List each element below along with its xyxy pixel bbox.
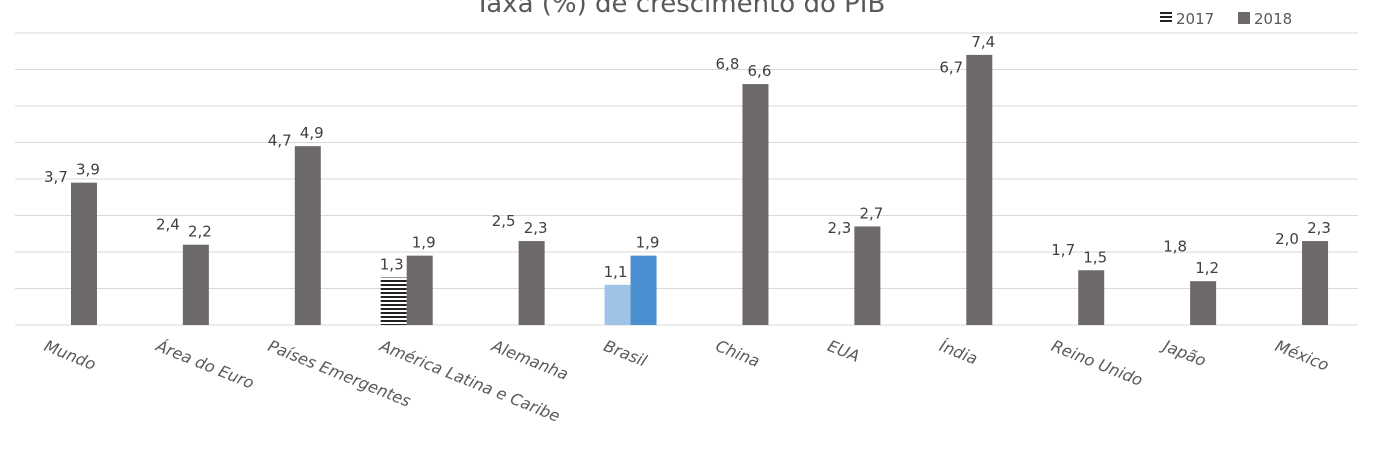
bar-2018 [1302, 241, 1329, 325]
bar-2018 [1190, 281, 1217, 325]
gridlines [15, 32, 1358, 326]
value-label-2017: 3,7 [44, 168, 68, 186]
legend-label-2017: 2017 [1176, 10, 1214, 28]
value-label-2017: 1,3 [380, 256, 404, 274]
chart-title: Taxa (%) de crescimento do PIB [474, 0, 886, 19]
bar-2018 [406, 255, 433, 325]
value-label-2017: 2,5 [492, 212, 516, 230]
value-label-2018: 2,7 [859, 204, 883, 222]
value-label-2017: 6,7 [939, 58, 963, 76]
bar-2017 [604, 284, 631, 325]
value-label-2017: 1,8 [1163, 237, 1187, 255]
value-label-2018: 1,9 [636, 234, 660, 252]
value-label-2017: 4,7 [268, 131, 292, 149]
value-label-2017: 6,8 [716, 55, 740, 73]
value-label-2018: 2,3 [1307, 219, 1331, 237]
bar-2018 [854, 226, 881, 325]
value-label-2018: 6,6 [748, 62, 772, 80]
bar-2018 [630, 255, 657, 325]
category-label: Área do Euro [152, 336, 257, 393]
bar-2018 [70, 182, 97, 325]
value-label-2018: 7,4 [971, 33, 995, 51]
value-label-2017: 2,3 [827, 219, 851, 237]
value-label-2017: 2,4 [156, 215, 180, 233]
value-label-2018: 1,2 [1195, 259, 1219, 277]
category-label: Brasil [601, 336, 650, 371]
category-label: Alemanha [488, 336, 571, 384]
legend: 2017 2018 [1160, 10, 1292, 28]
bar-2018 [1078, 270, 1105, 325]
category-label: América Latina e Caribe [376, 336, 563, 426]
legend-swatch-2018 [1238, 12, 1250, 24]
bar-2018 [294, 146, 321, 325]
category-label: Índia [937, 336, 981, 368]
value-label-2017: 2,0 [1275, 230, 1299, 248]
bar-2018 [966, 54, 993, 326]
category-label: Reino Unido [1049, 336, 1146, 390]
value-label-2018: 3,9 [76, 161, 100, 179]
bar-2018 [182, 244, 209, 325]
value-label-2018: 1,5 [1083, 248, 1107, 266]
bar-2018 [742, 84, 769, 325]
value-label-2018: 1,9 [412, 234, 436, 252]
legend-swatch-2017 [1160, 12, 1172, 24]
category-label: Japão [1158, 335, 1209, 370]
category-label: EUA [825, 336, 862, 366]
value-label-2018: 4,9 [300, 124, 324, 142]
value-label-2017: 1,1 [604, 263, 628, 281]
bars [70, 54, 1329, 326]
bar-2017 [380, 277, 407, 325]
category-label: China [713, 336, 762, 371]
category-labels: Mundo Área do Euro Países EmergentesAméric… [41, 335, 1331, 426]
bar-2018 [518, 241, 545, 325]
category-label: Mundo [41, 336, 98, 374]
category-label: México [1273, 336, 1332, 375]
value-label-2018: 2,2 [188, 223, 212, 241]
value-label-2018: 2,3 [524, 219, 548, 237]
legend-label-2018: 2018 [1254, 10, 1292, 28]
value-labels: 3,7 3,9 2,4 2,2 4,7 4,9 1,3 1,9 2,5 2,3 1,1 1,9 6,8 6… [44, 33, 1331, 281]
value-label-2017: 1,7 [1051, 241, 1075, 259]
